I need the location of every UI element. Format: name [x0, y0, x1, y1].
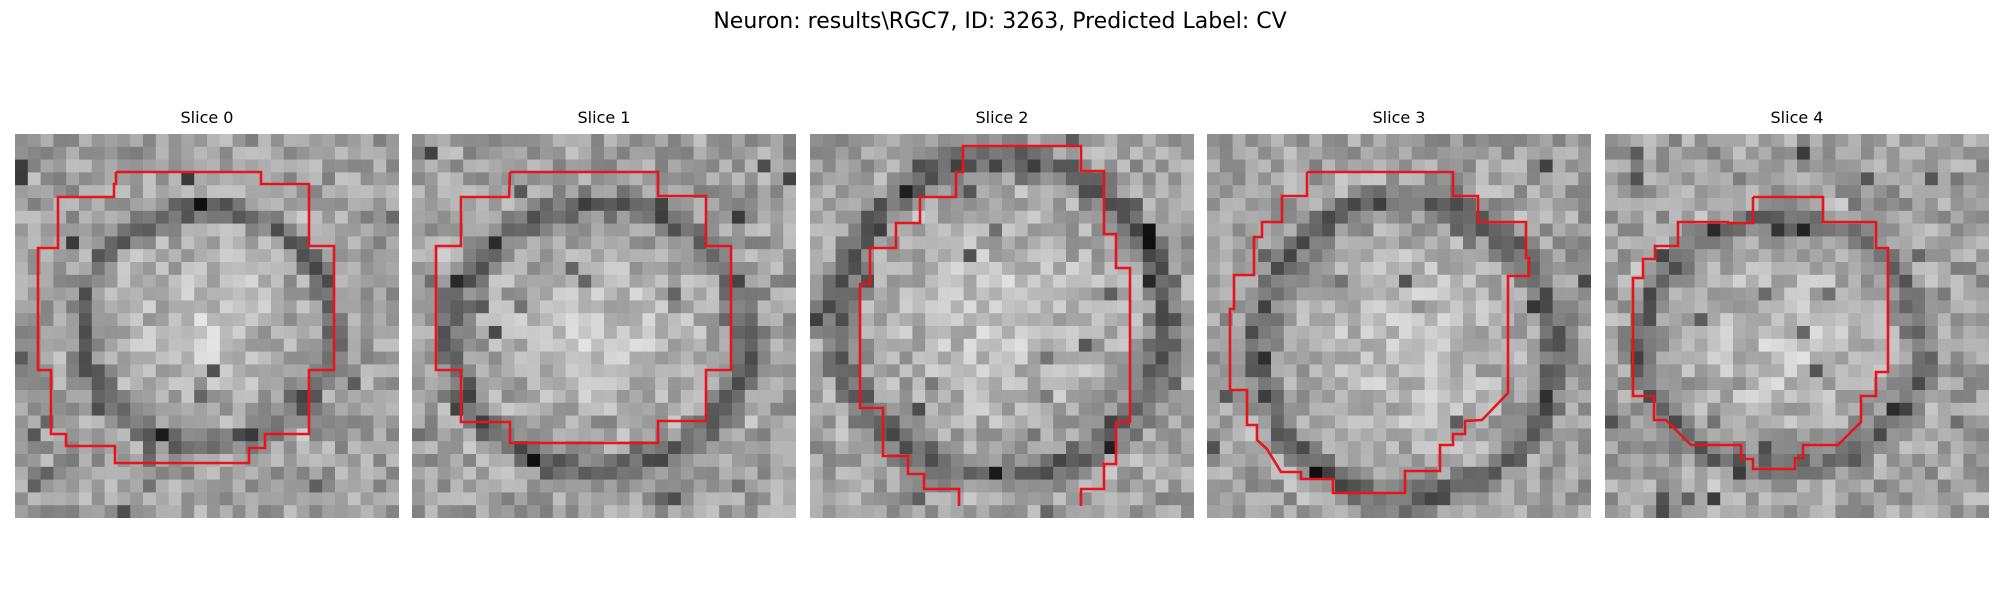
slice-title-1: Slice 1 [577, 108, 631, 127]
contour-line [1631, 195, 1890, 471]
slice-image-2 [810, 134, 1194, 518]
slice-image-0 [15, 134, 399, 518]
contour-line [1228, 170, 1531, 495]
figure-title: Neuron: results\RGC7, ID: 3263, Predicte… [713, 9, 1287, 34]
contour-line [858, 144, 1132, 506]
slice-title-0: Slice 0 [180, 108, 234, 127]
contour-line [36, 170, 336, 465]
contour-line [434, 170, 733, 445]
slice-title-4: Slice 4 [1770, 108, 1824, 127]
slice-image-3 [1207, 134, 1591, 518]
slice-image-1 [412, 134, 796, 518]
slice-title-3: Slice 3 [1372, 108, 1426, 127]
slice-title-2: Slice 2 [975, 108, 1029, 127]
slice-image-4 [1605, 134, 1989, 518]
